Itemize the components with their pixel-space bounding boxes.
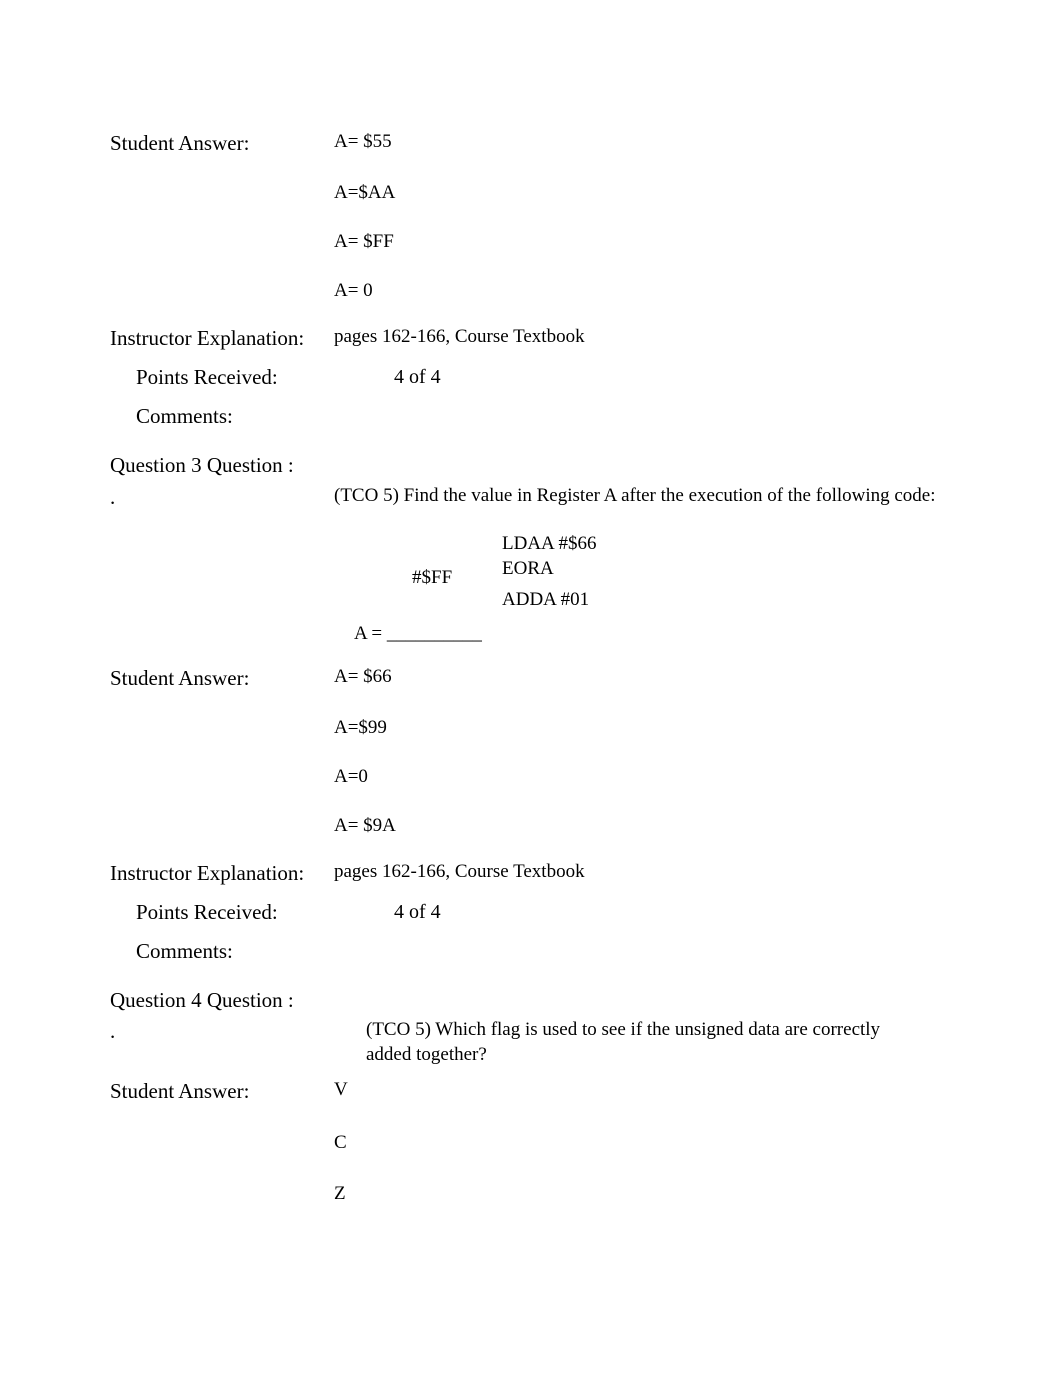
q3-code-row: LDAA #$66 EORA #$FF ADDA #01 A = _______…: [110, 532, 972, 665]
question-4-heading: Question 4 Question :: [110, 987, 334, 1014]
q2-instructor-value: pages 162-166, Course Textbook: [334, 325, 972, 350]
q4-choice-2: Z: [334, 1182, 972, 1207]
comments-label: Comments:: [110, 403, 374, 430]
q3-choice-3-row: A= $9A: [110, 802, 972, 839]
q4-prompt: (TCO 5) Which flag is used to see if the…: [334, 1018, 926, 1067]
q3-code-2: EORA: [502, 557, 972, 582]
q2-comments-row: Comments:: [110, 403, 972, 430]
q3-points-row: Points Received: 4 of 4: [110, 899, 972, 926]
q3-dot: .: [110, 484, 334, 511]
page: Student Answer: A= $55 A=$AA A= $FF A= 0…: [0, 0, 1062, 1298]
q2-choice-1-row: A=$AA: [110, 169, 972, 206]
q4-prompt-row: . (TCO 5) Which flag is used to see if t…: [110, 1018, 972, 1067]
q4-heading-row: Question 4 Question :: [110, 987, 972, 1014]
q2-points-value: 4 of 4: [374, 364, 972, 390]
q3-student-answer-row: Student Answer: A= $66: [110, 665, 972, 692]
student-answer-label: Student Answer:: [110, 130, 334, 157]
q3-heading-row: Question 3 Question :: [110, 452, 972, 479]
q4-choice-1: C: [334, 1131, 972, 1156]
instructor-explanation-label: Instructor Explanation:: [110, 860, 334, 886]
q2-choice-3: A= 0: [334, 279, 972, 304]
comments-label: Comments:: [110, 938, 374, 965]
q2-points-row: Points Received: 4 of 4: [110, 364, 972, 391]
student-answer-label: Student Answer:: [110, 1078, 334, 1105]
q2-choice-3-row: A= 0: [110, 267, 972, 304]
question-3-heading: Question 3 Question :: [110, 452, 334, 479]
q2-choice-0: A= $55: [334, 130, 972, 155]
q4-choice-0: V: [334, 1078, 972, 1103]
q3-prompt-row: . (TCO 5) Find the value in Register A a…: [110, 484, 972, 523]
q3-prompt: (TCO 5) Find the value in Register A aft…: [334, 484, 972, 509]
q3-choice-2: A=0: [334, 765, 972, 790]
q2-choice-1: A=$AA: [334, 181, 972, 206]
q2-instructor-row: Instructor Explanation: pages 162-166, C…: [110, 325, 972, 351]
q3-choice-2-row: A=0: [110, 753, 972, 790]
q3-code-3: ADDA #01: [502, 588, 972, 613]
q3-code-block: LDAA #$66 EORA #$FF ADDA #01: [412, 532, 972, 612]
q3-blank: A = __________: [354, 622, 972, 647]
q2-choice-2-row: A= $FF: [110, 218, 972, 255]
q2-choice-2: A= $FF: [334, 230, 972, 255]
q3-choice-3: A= $9A: [334, 814, 972, 839]
q4-dot: .: [110, 1018, 334, 1045]
q3-choice-0: A= $66: [334, 665, 972, 690]
q3-points-value: 4 of 4: [374, 899, 972, 925]
q4-student-answer-row: Student Answer: V: [110, 1078, 972, 1105]
q4-choice-1-row: C: [110, 1117, 972, 1156]
instructor-explanation-label: Instructor Explanation:: [110, 325, 334, 351]
q3-code-1: LDAA #$66: [502, 532, 972, 557]
student-answer-label: Student Answer:: [110, 665, 334, 692]
q2-student-answer-row: Student Answer: A= $55: [110, 130, 972, 157]
q3-comments-row: Comments:: [110, 938, 972, 965]
q4-choice-2-row: Z: [110, 1168, 972, 1207]
q3-instructor-row: Instructor Explanation: pages 162-166, C…: [110, 860, 972, 886]
q3-choice-1-row: A=$99: [110, 704, 972, 741]
q3-code-hash: #$FF: [412, 566, 452, 591]
q3-choice-1: A=$99: [334, 716, 972, 741]
points-received-label: Points Received:: [110, 899, 374, 926]
q3-instructor-value: pages 162-166, Course Textbook: [334, 860, 972, 885]
points-received-label: Points Received:: [110, 364, 374, 391]
